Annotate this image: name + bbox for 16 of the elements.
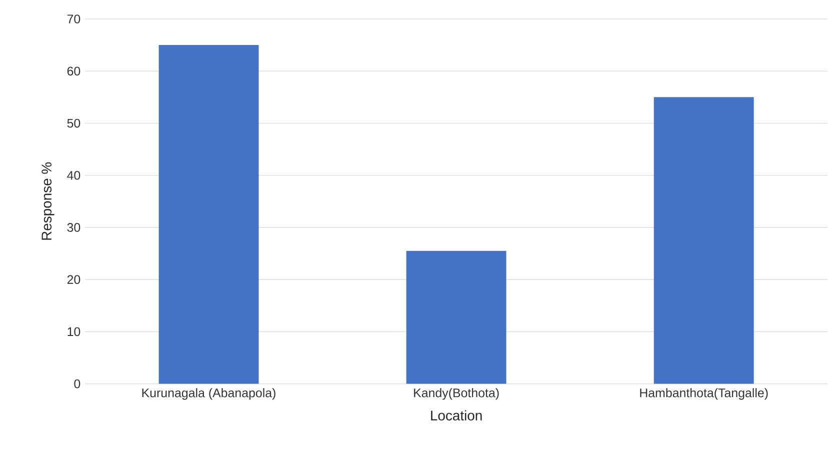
y-tick-label: 0 <box>74 380 80 388</box>
bar <box>406 251 506 384</box>
bar <box>158 45 259 384</box>
y-tick-label: 30 <box>67 223 80 232</box>
y-tick-label: 60 <box>67 66 80 76</box>
bar <box>654 97 754 384</box>
x-axis-title: Location <box>431 410 482 421</box>
y-axis-title: Response % <box>42 162 54 240</box>
x-tick-label: Kandy(Bothota) <box>414 388 499 400</box>
y-tick-label: 10 <box>68 327 80 336</box>
y-tick-label: 70 <box>67 14 80 24</box>
x-tick-label: Kurunagala (Abanapola) <box>142 388 276 400</box>
x-tick-label: Hambanthota(Tangalle) <box>640 388 768 400</box>
y-tick-label: 50 <box>67 118 80 128</box>
y-tick-label: 40 <box>67 171 80 180</box>
y-tick-label: 20 <box>67 275 80 284</box>
